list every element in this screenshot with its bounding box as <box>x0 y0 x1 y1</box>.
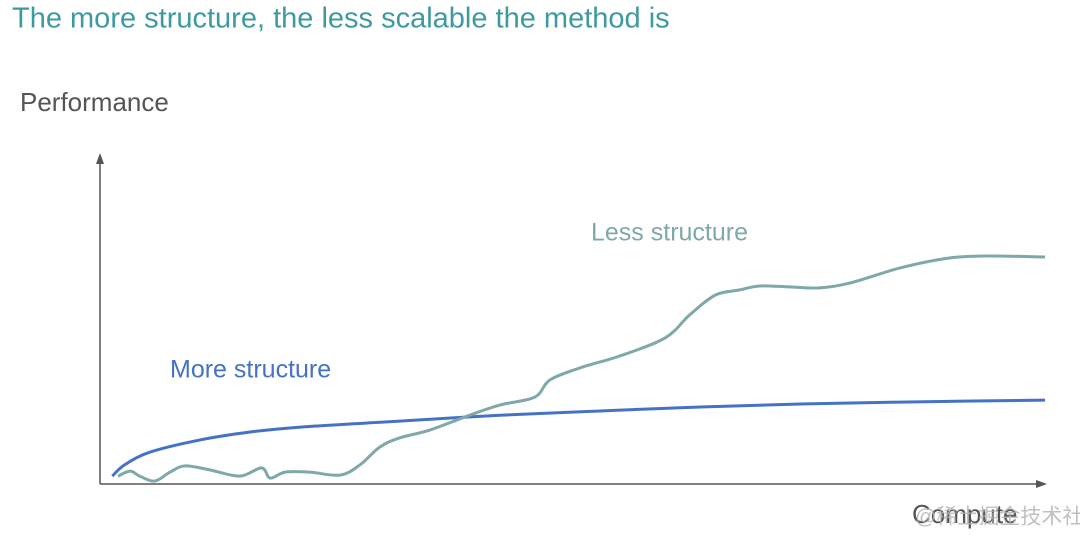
series-line <box>111 398 1046 478</box>
y-axis-arrow <box>96 153 104 164</box>
x-axis-label: Compute <box>912 499 1018 529</box>
series-line <box>117 254 1046 483</box>
series-label: Less structure <box>591 219 748 247</box>
x-axis-arrow <box>1036 480 1047 488</box>
chart-title: The more structure, the less scalable th… <box>12 3 670 35</box>
y-axis-label: Performance <box>20 87 169 117</box>
watermark: @稀土掘金技术社区 <box>915 506 1080 529</box>
series-label: More structure <box>170 356 331 384</box>
